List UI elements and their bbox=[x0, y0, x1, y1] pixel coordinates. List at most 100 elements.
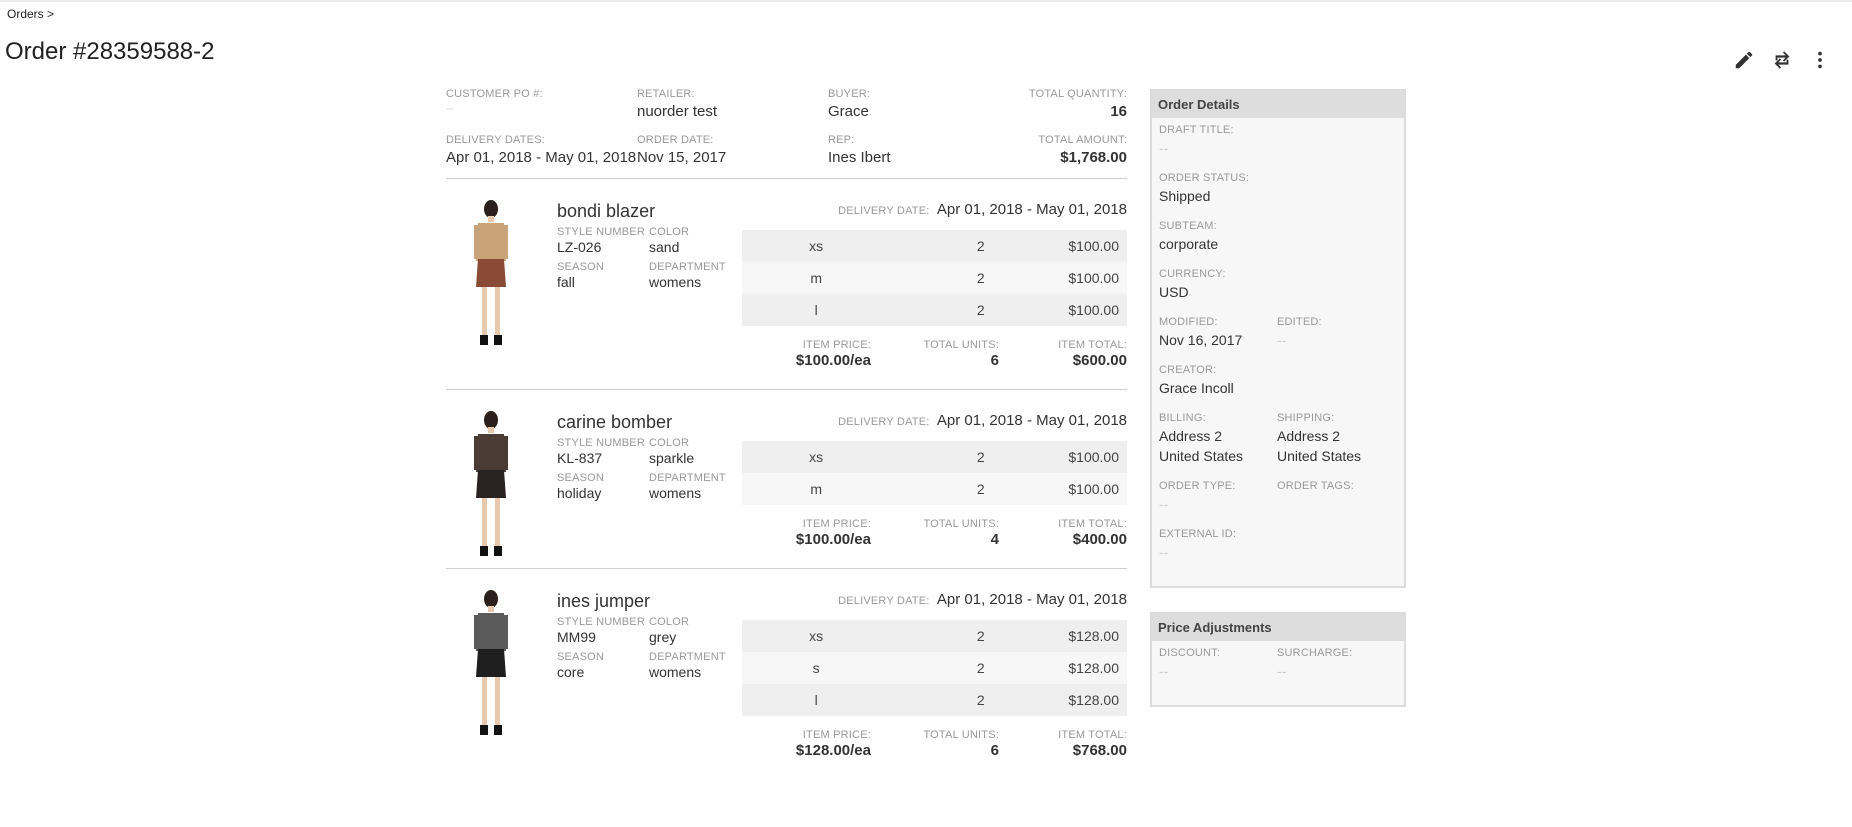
size-price: $100.00 bbox=[1068, 270, 1119, 286]
department-value: womens bbox=[649, 274, 702, 290]
color-field: COLOR sand bbox=[649, 226, 741, 255]
order-type-label: ORDER TYPE: bbox=[1159, 480, 1236, 492]
season-field: SEASON holiday bbox=[557, 472, 649, 501]
retailer-value: nuorder test bbox=[637, 103, 718, 120]
total-units-value: 4 bbox=[990, 531, 999, 548]
department-value: womens bbox=[649, 664, 702, 680]
size-price: $100.00 bbox=[1068, 449, 1119, 465]
total-amount-value: $1,768.00 bbox=[1060, 149, 1127, 166]
item-total-value: $600.00 bbox=[1072, 352, 1127, 369]
rep-field: REP: Ines Ibert bbox=[828, 134, 1019, 166]
size-quantity: 2 bbox=[976, 660, 985, 676]
size-row: xs 2 $100.00 bbox=[742, 230, 1127, 262]
price-adjustments-body: DISCOUNT: -- SURCHARGE: -- bbox=[1152, 641, 1404, 705]
order-status-value: Shipped bbox=[1159, 188, 1211, 204]
discount-label: DISCOUNT: bbox=[1159, 647, 1221, 659]
billing-label: BILLING: bbox=[1159, 412, 1206, 424]
subteam-field: SUBTEAM: corporate bbox=[1159, 220, 1397, 254]
total-units-label: TOTAL UNITS: bbox=[923, 518, 999, 530]
product-image[interactable] bbox=[466, 589, 516, 737]
page-title: Order #28359588-2 bbox=[5, 38, 215, 65]
total-units-field: TOTAL UNITS: 6 bbox=[871, 729, 999, 759]
discount-surcharge-row: DISCOUNT: -- SURCHARGE: -- bbox=[1159, 647, 1397, 695]
size-row: xs 2 $100.00 bbox=[742, 441, 1127, 473]
discount-field: DISCOUNT: -- bbox=[1159, 647, 1277, 681]
customer-po-label: CUSTOMER PO #: bbox=[446, 88, 543, 100]
style-number-label: STYLE NUMBER bbox=[557, 437, 645, 449]
color-label: COLOR bbox=[649, 437, 690, 449]
discount-value: -- bbox=[1159, 663, 1169, 679]
size-label: m bbox=[810, 270, 822, 286]
order-details-panel: Order Details DRAFT TITLE: -- ORDER STAT… bbox=[1150, 89, 1406, 588]
total-quantity-field: TOTAL QUANTITY: 16 bbox=[1019, 88, 1127, 120]
season-field: SEASON fall bbox=[557, 261, 649, 290]
size-row: m 2 $100.00 bbox=[742, 262, 1127, 294]
draft-title-value: -- bbox=[1159, 140, 1169, 156]
item-price-value: $100.00/ea bbox=[795, 352, 871, 369]
total-quantity-label: TOTAL QUANTITY: bbox=[1028, 88, 1127, 100]
subteam-label: SUBTEAM: bbox=[1159, 220, 1217, 232]
item-delivery-date: DELIVERY DATE: Apr 01, 2018 - May 01, 20… bbox=[838, 201, 1127, 218]
line-item: carine bomber STYLE NUMBER KL-837 COLOR … bbox=[446, 390, 1127, 568]
order-status-label: ORDER STATUS: bbox=[1159, 172, 1250, 184]
style-number-label: STYLE NUMBER bbox=[557, 226, 645, 238]
color-field: COLOR grey bbox=[649, 616, 741, 645]
total-amount-field: TOTAL AMOUNT: $1,768.00 bbox=[1019, 134, 1127, 166]
department-field: DEPARTMENT womens bbox=[649, 472, 741, 501]
season-label: SEASON bbox=[557, 261, 605, 273]
color-field: COLOR sparkle bbox=[649, 437, 741, 466]
item-price-field: ITEM PRICE: $100.00/ea bbox=[741, 339, 871, 369]
sync-icon[interactable] bbox=[1770, 48, 1794, 72]
item-attributes: STYLE NUMBER KL-837 COLOR sparkle SEASON… bbox=[557, 437, 737, 501]
item-info: ines jumper STYLE NUMBER MM99 COLOR grey… bbox=[557, 591, 737, 680]
season-value: fall bbox=[557, 274, 575, 290]
item-delivery-date: DELIVERY DATE: Apr 01, 2018 - May 01, 20… bbox=[838, 591, 1127, 608]
size-label: xs bbox=[809, 628, 824, 644]
item-name[interactable]: ines jumper bbox=[557, 591, 651, 611]
item-name[interactable]: carine bomber bbox=[557, 412, 673, 432]
shipping-address-line1: Address 2 bbox=[1277, 428, 1341, 444]
season-label: SEASON bbox=[557, 651, 605, 663]
price-adjustments-header: Price Adjustments bbox=[1152, 614, 1404, 641]
more-vert-icon[interactable] bbox=[1808, 48, 1832, 72]
edited-label: EDITED: bbox=[1277, 316, 1322, 328]
order-status-field: ORDER STATUS: Shipped bbox=[1159, 172, 1397, 206]
breadcrumb[interactable]: Orders > bbox=[7, 7, 55, 21]
size-quantity: 2 bbox=[976, 270, 985, 286]
order-tags-label: ORDER TAGS: bbox=[1277, 480, 1354, 492]
item-total-label: ITEM TOTAL: bbox=[1058, 729, 1127, 741]
item-total-label: ITEM TOTAL: bbox=[1058, 518, 1127, 530]
size-row: m 2 $100.00 bbox=[742, 473, 1127, 505]
item-price-label: ITEM PRICE: bbox=[802, 518, 871, 530]
size-label: xs bbox=[809, 238, 824, 254]
delivery-dates-value: Apr 01, 2018 - May 01, 2018 bbox=[446, 149, 637, 166]
color-value: sparkle bbox=[649, 450, 695, 466]
item-info: bondi blazer STYLE NUMBER LZ-026 COLOR s… bbox=[557, 201, 737, 290]
top-border bbox=[0, 0, 1852, 2]
color-label: COLOR bbox=[649, 226, 690, 238]
product-image[interactable] bbox=[466, 410, 516, 558]
product-image[interactable] bbox=[466, 199, 516, 347]
buyer-label: BUYER: bbox=[828, 88, 871, 100]
item-attributes: STYLE NUMBER MM99 COLOR grey SEASON core… bbox=[557, 616, 737, 680]
rep-value: Ines Ibert bbox=[828, 149, 891, 166]
department-value: womens bbox=[649, 485, 702, 501]
season-value: holiday bbox=[557, 485, 602, 501]
type-tags-row: ORDER TYPE: -- ORDER TAGS: bbox=[1159, 480, 1397, 528]
department-label: DEPARTMENT bbox=[649, 261, 726, 273]
surcharge-label: SURCHARGE: bbox=[1277, 647, 1353, 659]
delivery-date-label: DELIVERY DATE: bbox=[838, 595, 930, 607]
pencil-icon[interactable] bbox=[1732, 48, 1756, 72]
size-quantity: 2 bbox=[976, 449, 985, 465]
department-label: DEPARTMENT bbox=[649, 472, 726, 484]
delivery-date-label: DELIVERY DATE: bbox=[838, 416, 930, 428]
season-field: SEASON core bbox=[557, 651, 649, 680]
currency-value: USD bbox=[1159, 284, 1189, 300]
draft-title-label: DRAFT TITLE: bbox=[1159, 124, 1234, 136]
total-units-field: TOTAL UNITS: 4 bbox=[871, 518, 999, 548]
billing-address-line1: Address 2 bbox=[1159, 428, 1223, 444]
order-summary: CUSTOMER PO #: -- RETAILER: nuorder test… bbox=[446, 88, 1127, 166]
item-attributes: STYLE NUMBER LZ-026 COLOR sand SEASON fa… bbox=[557, 226, 737, 290]
item-name[interactable]: bondi blazer bbox=[557, 201, 656, 221]
size-row: l 2 $128.00 bbox=[742, 684, 1127, 716]
